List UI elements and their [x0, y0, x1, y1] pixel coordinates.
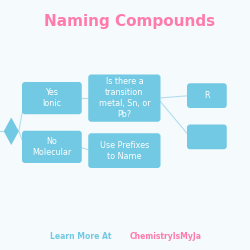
Text: Yes
Ionic: Yes Ionic: [42, 88, 62, 108]
Text: No
Molecular: No Molecular: [32, 137, 72, 157]
Text: Learn More At: Learn More At: [50, 232, 114, 241]
FancyBboxPatch shape: [88, 74, 160, 122]
FancyBboxPatch shape: [187, 83, 227, 108]
Text: R: R: [204, 91, 210, 100]
Text: ChemistryIsMyJa: ChemistryIsMyJa: [130, 232, 202, 241]
Text: Use Prefixes
to Name: Use Prefixes to Name: [100, 140, 149, 161]
FancyBboxPatch shape: [22, 82, 82, 114]
FancyBboxPatch shape: [22, 131, 82, 163]
Polygon shape: [4, 118, 19, 145]
Text: Is there a
transition
metal, Sn, or
Pb?: Is there a transition metal, Sn, or Pb?: [98, 77, 150, 119]
Text: Naming Compounds: Naming Compounds: [44, 14, 215, 29]
FancyBboxPatch shape: [187, 124, 227, 149]
FancyBboxPatch shape: [88, 133, 160, 168]
